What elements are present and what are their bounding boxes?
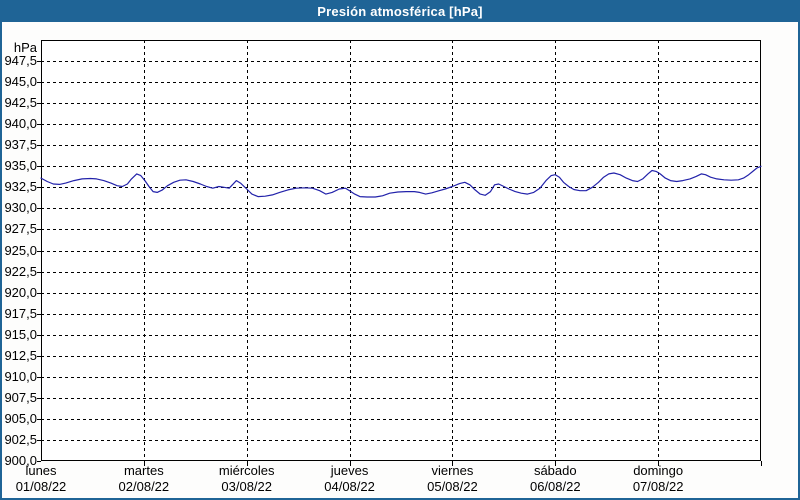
- y-tick-label: 912,5: [4, 348, 37, 363]
- x-day-name-label: sábado: [533, 463, 577, 478]
- y-tick-label: 937,5: [4, 137, 37, 152]
- chart-title: Presión atmosférica [hPa]: [317, 3, 483, 19]
- y-tick-label: 907,5: [4, 390, 37, 405]
- plot-background: [41, 40, 761, 461]
- y-tick-label: 922,5: [4, 264, 37, 279]
- y-tick-label: 947,5: [4, 53, 37, 68]
- y-tick-label: 905,0: [4, 411, 37, 426]
- x-day-date-label: 02/08/22: [118, 479, 170, 494]
- y-tick-label: 900,0: [4, 453, 37, 468]
- y-tick-label: 902,5: [4, 432, 37, 447]
- title-bar: Presión atmosférica [hPa]: [0, 0, 800, 22]
- x-day-name-label: lunes: [25, 463, 57, 478]
- y-tick-label: 932,5: [4, 179, 37, 194]
- y-axis-unit-label: hPa: [13, 40, 37, 55]
- x-day-name-label: miércoles: [218, 463, 275, 478]
- y-tick-label: 935,0: [4, 158, 37, 173]
- y-tick-label: 915,0: [4, 327, 37, 342]
- pressure-line: [40, 165, 762, 198]
- y-tick-label: 945,0: [4, 74, 37, 89]
- y-tick-label: 920,0: [4, 285, 37, 300]
- plot-border: [41, 40, 761, 461]
- y-tick-label: 942,5: [4, 95, 37, 110]
- y-tick-label: 927,5: [4, 221, 37, 236]
- x-day-date-label: 07/08/22: [632, 479, 684, 494]
- x-day-name-label: viernes: [431, 463, 474, 478]
- y-tick-label: 917,5: [4, 306, 37, 321]
- y-tick-label: 925,0: [4, 243, 37, 258]
- x-day-date-label: 01/08/22: [15, 479, 67, 494]
- x-day-name-label: jueves: [330, 463, 369, 478]
- x-day-date-label: 05/08/22: [427, 479, 478, 494]
- y-tick-label: 930,0: [4, 200, 37, 215]
- x-day-name-label: martes: [123, 463, 164, 478]
- x-day-date-label: 06/08/22: [529, 479, 581, 494]
- x-day-date-label: 04/08/22: [324, 479, 375, 494]
- x-day-date-label: 03/08/22: [221, 479, 272, 494]
- y-tick-label: 910,0: [4, 369, 37, 384]
- x-day-name-label: domingo: [633, 463, 684, 478]
- y-tick-label: 940,0: [4, 116, 37, 131]
